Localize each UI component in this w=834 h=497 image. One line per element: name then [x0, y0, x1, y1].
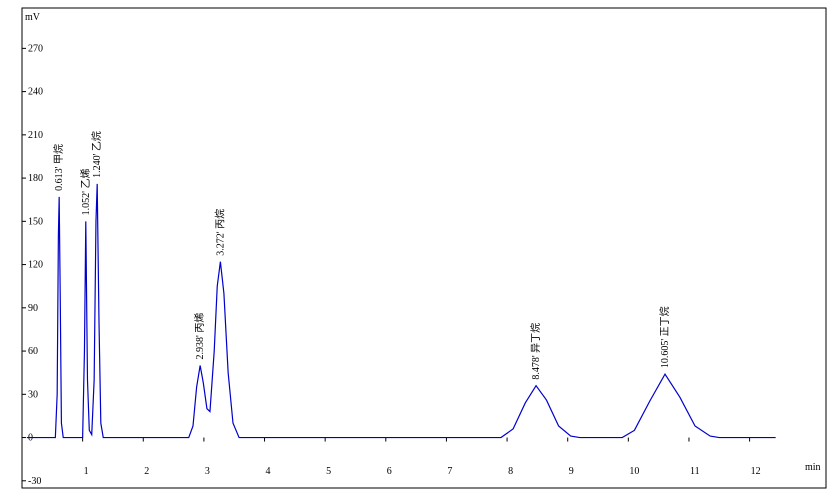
x-tick-label: 5 [326, 466, 331, 477]
y-tick-label: -30 [28, 476, 41, 487]
y-tick-label: 60 [28, 346, 38, 357]
x-tick-label: 7 [447, 466, 452, 477]
peak-label: 8.478' 异丁烷 [529, 323, 542, 380]
x-axis-label: min [805, 462, 821, 473]
x-tick-label: 6 [387, 466, 392, 477]
y-tick-label: 210 [28, 130, 43, 141]
x-tick-label: 8 [508, 466, 513, 477]
y-tick-label: 90 [28, 303, 38, 314]
x-tick-label: 11 [690, 466, 700, 477]
peak-label: 10.605' 正丁烷 [658, 306, 671, 368]
peak-label: 1.052' 乙烯 [79, 169, 92, 216]
x-tick-label: 3 [205, 466, 210, 477]
x-tick-label: 4 [266, 466, 271, 477]
x-tick-label: 1 [84, 466, 89, 477]
y-axis-label: mV [25, 12, 41, 23]
y-tick-label: 120 [28, 260, 43, 271]
peak-label: 2.938' 丙烯 [193, 313, 206, 360]
y-tick-label: 180 [28, 173, 43, 184]
signal-line [26, 183, 776, 439]
peak-label: 1.240' 乙烷 [90, 131, 103, 178]
x-tick-label: 10 [629, 466, 639, 477]
peak-label: 0.613' 甲烷 [52, 144, 65, 191]
plot-frame [21, 7, 827, 489]
y-tick-label: 240 [28, 87, 43, 98]
y-tick-label: 30 [28, 389, 38, 400]
x-tick-label: 12 [751, 466, 761, 477]
y-tick-label: 270 [28, 43, 43, 54]
peak-label: 3.272' 丙烷 [213, 209, 226, 256]
x-tick-label: 2 [144, 466, 149, 477]
y-tick-label: 150 [28, 216, 43, 227]
x-tick-label: 9 [569, 466, 574, 477]
